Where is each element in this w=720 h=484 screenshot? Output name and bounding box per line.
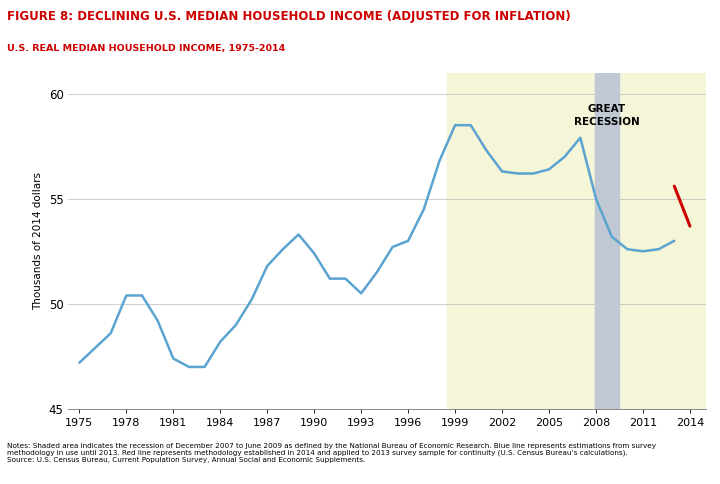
Text: FIGURE 8: DECLINING U.S. MEDIAN HOUSEHOLD INCOME (ADJUSTED FOR INFLATION): FIGURE 8: DECLINING U.S. MEDIAN HOUSEHOL…	[7, 10, 571, 23]
Text: U.S. REAL MEDIAN HOUSEHOLD INCOME, 1975-2014: U.S. REAL MEDIAN HOUSEHOLD INCOME, 1975-…	[7, 44, 285, 53]
Y-axis label: Thousands of 2014 dollars: Thousands of 2014 dollars	[33, 172, 43, 310]
Text: Notes: Shaded area indicates the recession of December 2007 to June 2009 as defi: Notes: Shaded area indicates the recessi…	[7, 443, 656, 463]
Text: GREAT
RECESSION: GREAT RECESSION	[574, 104, 640, 126]
Bar	[595, 73, 619, 409]
Bar	[447, 73, 706, 409]
